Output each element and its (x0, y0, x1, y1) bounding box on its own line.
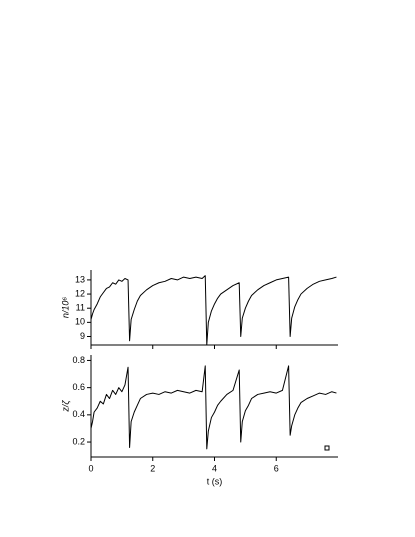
y-tick-label: 10 (75, 317, 85, 327)
y-tick-label: 0.4 (72, 409, 85, 419)
y-tick-label: 11 (76, 303, 85, 313)
y-axis-label: z/ζ (60, 400, 70, 413)
x-tick-label: 4 (212, 463, 217, 473)
y-tick-label: 0.8 (72, 355, 85, 365)
y-tick-label: 0.6 (72, 382, 85, 392)
y-tick-label: 12 (75, 288, 85, 298)
x-axis-label: t (s) (207, 476, 223, 486)
x-tick-label: 0 (88, 463, 93, 473)
x-tick-label: 6 (274, 463, 279, 473)
x-tick-label: 2 (150, 463, 155, 473)
marker-box (324, 445, 330, 451)
data-line (90, 365, 337, 450)
data-line (90, 275, 337, 346)
y-axis-label: n/10⁶ (60, 297, 70, 319)
y-tick-label: 9 (80, 331, 85, 341)
y-tick-label: 13 (75, 274, 85, 284)
y-tick-label: 0.2 (72, 436, 85, 446)
